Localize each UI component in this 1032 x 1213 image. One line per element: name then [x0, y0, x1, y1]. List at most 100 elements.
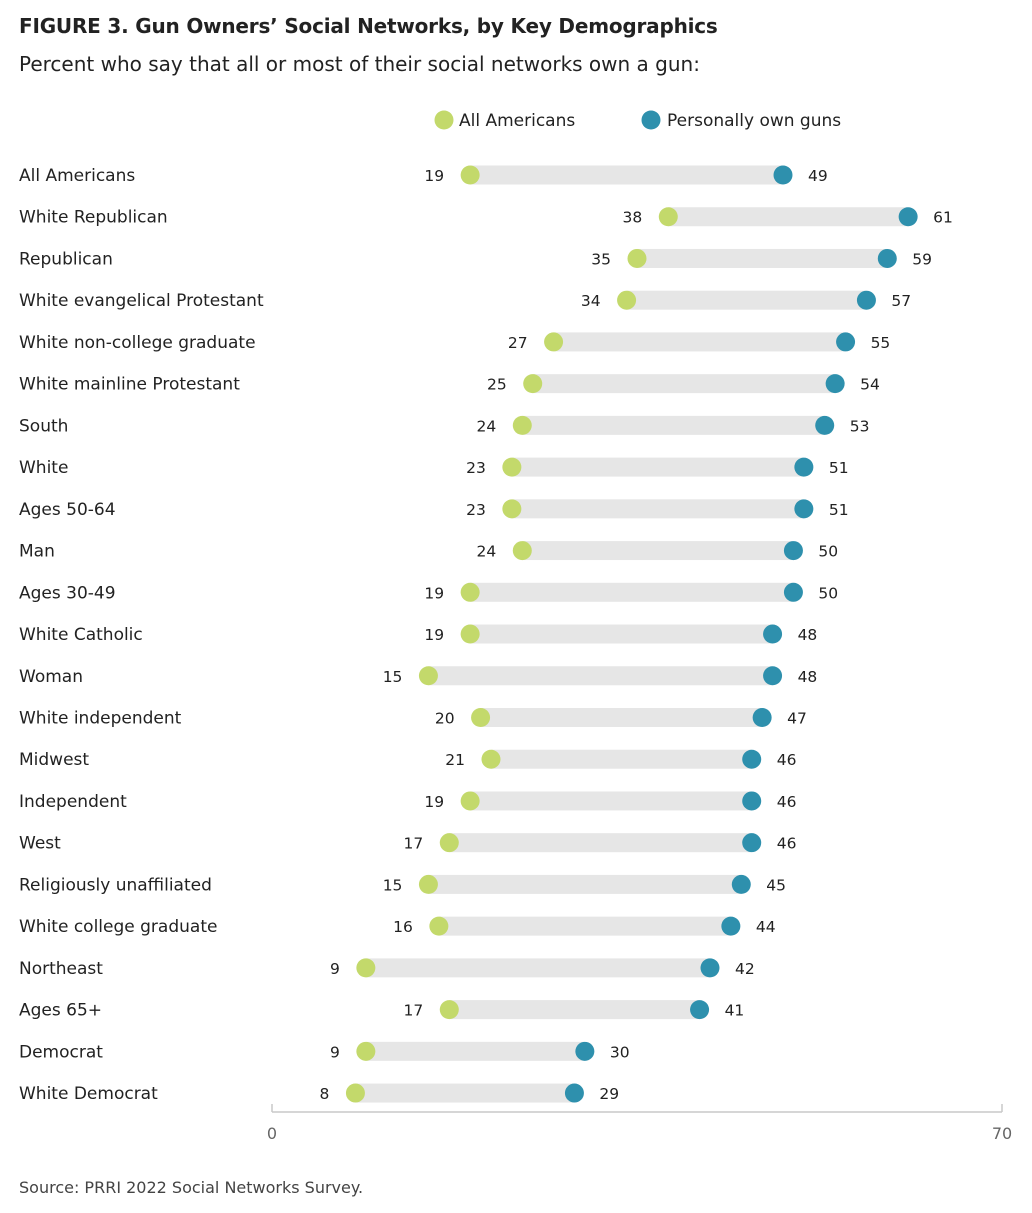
row-label: Man — [19, 542, 55, 562]
dot-personally-own-guns — [815, 415, 835, 435]
range-bar — [428, 666, 773, 686]
dot-all-americans — [356, 958, 376, 978]
dot-all-americans — [471, 707, 491, 727]
dot-personally-own-guns — [783, 582, 803, 602]
range-bar — [470, 582, 794, 602]
row-label: Ages 30-49 — [19, 583, 116, 603]
value-label-all-americans: 16 — [393, 918, 413, 936]
dot-all-americans — [460, 582, 480, 602]
value-label-all-americans: 19 — [424, 793, 444, 811]
dot-all-americans — [617, 290, 637, 310]
row-label: White mainline Protestant — [19, 375, 240, 395]
row-label: West — [19, 834, 61, 854]
dot-personally-own-guns — [763, 624, 783, 644]
row-label: Republican — [19, 249, 113, 269]
value-label-all-americans: 15 — [383, 876, 403, 894]
value-label-all-americans: 19 — [424, 626, 444, 644]
value-label-personally-own-guns: 55 — [871, 334, 891, 352]
dot-personally-own-guns — [773, 165, 793, 185]
dot-all-americans — [460, 624, 480, 644]
value-label-personally-own-guns: 50 — [818, 584, 838, 602]
dot-personally-own-guns — [721, 916, 741, 936]
dot-all-americans — [627, 248, 647, 268]
dot-personally-own-guns — [742, 791, 762, 811]
value-label-all-americans: 15 — [383, 668, 403, 686]
dot-personally-own-guns — [898, 207, 918, 227]
dot-all-americans — [502, 499, 522, 519]
row-label: White Democrat — [19, 1084, 158, 1104]
legend-label-personally-own-guns: Personally own guns — [667, 111, 841, 131]
dot-all-americans — [439, 833, 459, 853]
range-bar — [449, 833, 752, 853]
dot-all-americans — [418, 666, 438, 686]
row-label: Democrat — [19, 1042, 103, 1062]
value-label-all-americans: 24 — [477, 543, 497, 561]
value-label-personally-own-guns: 51 — [829, 501, 849, 519]
dot-personally-own-guns — [742, 833, 762, 853]
dot-all-americans — [356, 1041, 376, 1061]
value-label-personally-own-guns: 49 — [808, 167, 828, 185]
range-bar — [470, 791, 752, 811]
dot-all-americans — [439, 1000, 459, 1020]
value-label-personally-own-guns: 41 — [725, 1002, 745, 1020]
value-label-personally-own-guns: 54 — [860, 376, 880, 394]
range-bar — [668, 207, 909, 227]
value-label-personally-own-guns: 29 — [599, 1085, 619, 1103]
range-bar — [428, 874, 742, 894]
value-label-all-americans: 9 — [330, 960, 340, 978]
range-bar — [365, 1041, 585, 1061]
value-label-all-americans: 17 — [404, 1002, 424, 1020]
legend-label-all-americans: All Americans — [459, 111, 575, 131]
x-axis: 0 70 — [267, 1104, 1012, 1143]
value-label-personally-own-guns: 45 — [766, 876, 786, 894]
value-label-personally-own-guns: 59 — [912, 250, 932, 268]
value-label-personally-own-guns: 30 — [610, 1043, 630, 1061]
value-label-personally-own-guns: 53 — [850, 417, 870, 435]
value-label-all-americans: 17 — [404, 835, 424, 853]
row-label: White non-college graduate — [19, 333, 256, 353]
dot-personally-own-guns — [564, 1083, 584, 1103]
value-label-all-americans: 27 — [508, 334, 528, 352]
value-label-personally-own-guns: 50 — [818, 543, 838, 561]
row-label: Woman — [19, 667, 83, 687]
dot-all-americans — [481, 749, 501, 769]
dot-personally-own-guns — [731, 874, 751, 894]
value-label-all-americans: 24 — [477, 417, 497, 435]
source-note: Source: PRRI 2022 Social Networks Survey… — [19, 1178, 364, 1197]
row-label: White independent — [19, 708, 182, 728]
range-bar — [511, 457, 804, 477]
dot-personally-own-guns — [783, 541, 803, 561]
value-label-personally-own-guns: 51 — [829, 459, 849, 477]
range-bar — [522, 541, 794, 561]
value-label-all-americans: 23 — [466, 501, 486, 519]
row-label: Ages 65+ — [19, 1001, 102, 1021]
dot-personally-own-guns — [836, 332, 856, 352]
dot-all-americans — [523, 374, 543, 394]
range-bar — [532, 374, 836, 394]
dot-all-americans — [345, 1083, 365, 1103]
dot-all-americans — [544, 332, 564, 352]
range-bar — [470, 624, 773, 644]
dot-personally-own-guns — [825, 374, 845, 394]
row-label: Ages 50-64 — [19, 500, 116, 520]
x-tick-label-max: 70 — [992, 1124, 1012, 1143]
dot-all-americans — [658, 207, 678, 227]
value-label-all-americans: 20 — [435, 709, 455, 727]
range-bar — [491, 749, 752, 769]
dot-personally-own-guns — [575, 1041, 595, 1061]
value-label-all-americans: 34 — [581, 292, 601, 310]
dot-personally-own-guns — [742, 749, 762, 769]
dot-personally-own-guns — [856, 290, 876, 310]
legend-marker-all-americans — [434, 110, 454, 130]
row-label: Midwest — [19, 750, 89, 770]
row-label: Independent — [19, 792, 127, 812]
row-label: White Republican — [19, 208, 168, 228]
dot-personally-own-guns — [752, 707, 772, 727]
value-label-personally-own-guns: 44 — [756, 918, 776, 936]
legend: All Americans Personally own guns — [434, 110, 841, 131]
range-bar — [511, 499, 804, 519]
chart-subtitle: Percent who say that all or most of thei… — [19, 52, 700, 76]
row-label: White college graduate — [19, 917, 217, 937]
range-bar — [470, 165, 783, 185]
